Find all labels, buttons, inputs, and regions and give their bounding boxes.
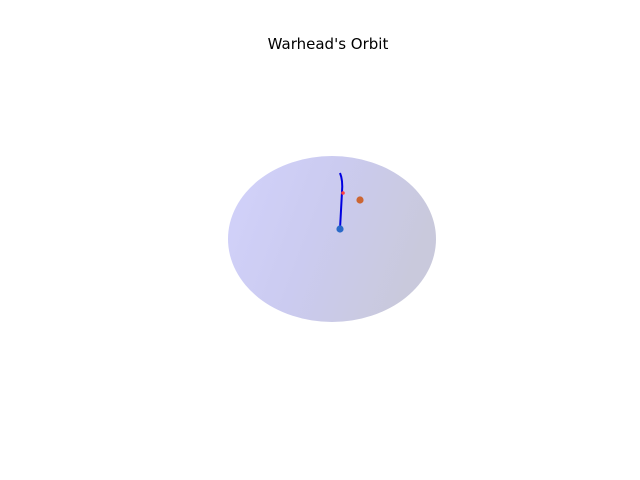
target-point-marker [356, 196, 364, 204]
plot-area [228, 156, 436, 322]
launch-point-marker [336, 225, 344, 233]
chart-title: Warhead's Orbit [268, 35, 389, 53]
impact-point-marker [341, 191, 345, 195]
globe-sphere [228, 156, 436, 322]
